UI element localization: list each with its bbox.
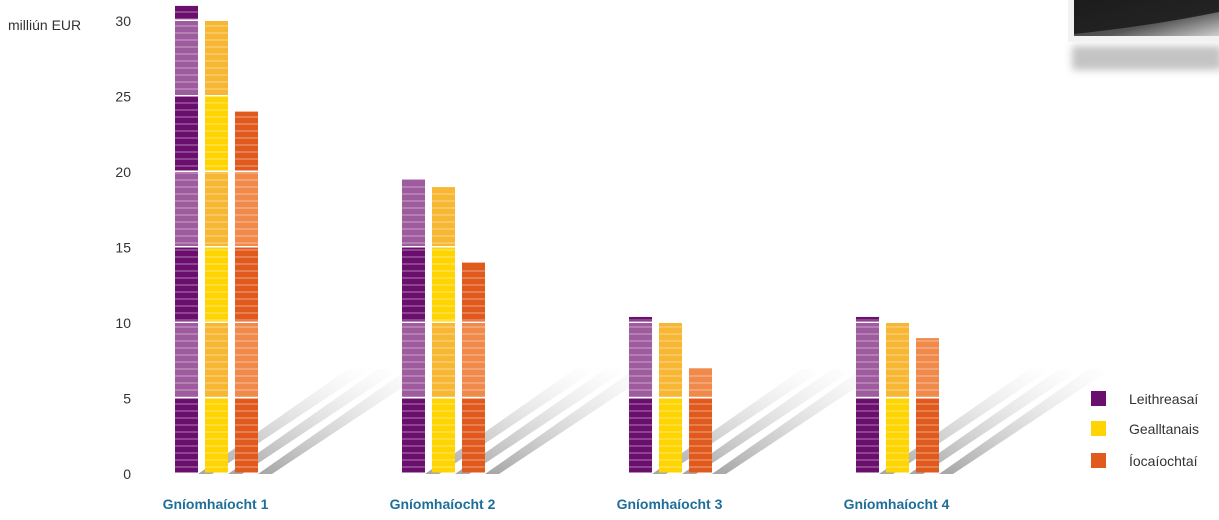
y-tick-label: 15 xyxy=(115,240,131,256)
bar-segment xyxy=(205,247,228,322)
legend-swatch xyxy=(1091,421,1106,436)
legend-swatch xyxy=(1091,453,1106,468)
bar-segment xyxy=(175,323,198,397)
bar-shadows xyxy=(198,369,1111,474)
bar-segment xyxy=(205,21,228,95)
bar-segment xyxy=(462,262,485,322)
category-labels: Gníomhaíocht 1 Gníomhaíocht 2 Gníomhaíocht… xyxy=(163,496,950,512)
legend-label: Gealltanais xyxy=(1129,421,1199,437)
bar-segment xyxy=(205,398,228,473)
bar-segment xyxy=(856,323,879,397)
bar-segment xyxy=(916,338,939,397)
y-axis-label: milliún EUR xyxy=(8,17,81,33)
bar-segment xyxy=(175,398,198,473)
bar-segment xyxy=(629,398,652,473)
bar-segment xyxy=(629,323,652,397)
bar-shadow xyxy=(228,369,400,474)
bar-segment xyxy=(462,323,485,397)
bar-segment xyxy=(235,172,258,246)
y-axis-ticks: 0 5 10 15 20 25 30 xyxy=(115,13,131,482)
bar-segment xyxy=(175,96,198,171)
bar-segment xyxy=(175,21,198,95)
bar-segment xyxy=(432,398,455,473)
bar xyxy=(205,21,228,473)
bar xyxy=(629,316,652,473)
bar-segment xyxy=(629,316,652,322)
y-tick-label: 20 xyxy=(115,164,131,180)
bar-segment xyxy=(175,247,198,322)
bar-segment xyxy=(689,398,712,473)
bar xyxy=(432,187,455,473)
bar-segment xyxy=(659,398,682,473)
bar-segment xyxy=(205,323,228,397)
y-tick-label: 0 xyxy=(123,466,131,482)
bar-shadow xyxy=(682,369,854,474)
bar-segment xyxy=(689,368,712,397)
bar-segment xyxy=(432,247,455,322)
bar-segment xyxy=(432,187,455,246)
bar-shadow xyxy=(712,369,884,474)
bar-segment xyxy=(205,96,228,171)
bar xyxy=(235,111,258,473)
bar-segment xyxy=(205,172,228,246)
bar xyxy=(402,179,425,473)
bar xyxy=(886,323,909,473)
category-label: Gníomhaíocht 2 xyxy=(390,496,496,512)
y-tick-label: 25 xyxy=(115,89,131,105)
legend-label: Íocaíochtaí xyxy=(1129,453,1198,469)
legend-item: Íocaíochtaí xyxy=(1091,453,1198,469)
bar-segment xyxy=(175,172,198,246)
bar-segment xyxy=(886,323,909,397)
bar xyxy=(916,338,939,473)
bar-segment xyxy=(402,398,425,473)
bar xyxy=(462,262,485,473)
photo-thumbnail xyxy=(1068,0,1219,70)
bar-segment xyxy=(462,398,485,473)
bar-segment xyxy=(856,398,879,473)
bar-shadow xyxy=(455,369,627,474)
bar-shadow xyxy=(939,369,1111,474)
legend-item: Gealltanais xyxy=(1091,421,1199,437)
bar-segment xyxy=(432,323,455,397)
bar-segment xyxy=(402,323,425,397)
legend: Leithreasaí Gealltanais Íocaíochtaí xyxy=(1091,391,1199,469)
bar-segment xyxy=(916,398,939,473)
bar-shadow xyxy=(485,369,657,474)
bar-segment xyxy=(402,179,425,246)
legend-item: Leithreasaí xyxy=(1091,391,1198,407)
legend-label: Leithreasaí xyxy=(1129,391,1198,407)
y-tick-label: 5 xyxy=(123,391,131,407)
category-label: Gníomhaíocht 3 xyxy=(617,496,723,512)
bar-shadow xyxy=(909,369,1081,474)
bar-segment xyxy=(235,398,258,473)
y-tick-label: 30 xyxy=(115,13,131,29)
bar-segment xyxy=(235,247,258,322)
bar-segment xyxy=(402,247,425,322)
legend-swatch xyxy=(1091,391,1106,406)
category-label: Gníomhaíocht 1 xyxy=(163,496,269,512)
category-label: Gníomhaíocht 4 xyxy=(844,496,950,512)
bar-segment xyxy=(235,323,258,397)
bar-shadow xyxy=(258,369,430,474)
bar xyxy=(856,316,879,473)
bar-segment xyxy=(175,5,198,20)
bar-segment xyxy=(659,323,682,397)
y-tick-label: 10 xyxy=(115,315,131,331)
bar xyxy=(175,5,198,473)
bar xyxy=(689,368,712,473)
bar xyxy=(659,323,682,473)
bar-segment xyxy=(886,398,909,473)
bars xyxy=(175,5,939,473)
bar-segment xyxy=(235,111,258,171)
bar-segment xyxy=(856,316,879,322)
